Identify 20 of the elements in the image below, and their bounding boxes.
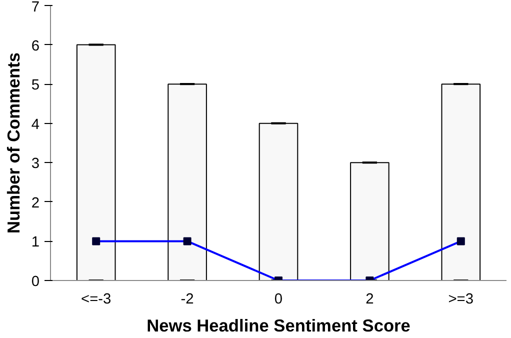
y-tick-label: 0 (31, 274, 40, 290)
bar (76, 44, 116, 280)
bar (350, 162, 390, 280)
y-tick-label: 4 (31, 116, 40, 133)
x-tick-label: <=-3 (81, 292, 112, 308)
x-axis-title: News Headline Sentiment Score (146, 316, 411, 336)
y-tick-label: 3 (31, 156, 40, 172)
bar (258, 122, 298, 280)
y-axis-title: Number of Comments (3, 52, 24, 234)
y-tick-label: 5 (31, 78, 40, 94)
y-tick-label: 2 (31, 195, 40, 212)
x-tick-label: -2 (180, 292, 194, 308)
y-tick-label: 7 (31, 0, 40, 16)
y-tick-label: 1 (31, 234, 40, 251)
bar (168, 84, 207, 280)
bar (441, 84, 481, 280)
x-tick-label: 0 (274, 292, 283, 308)
y-tick-label: 6 (31, 38, 40, 54)
x-tick-label: 2 (366, 292, 374, 308)
x-tick-label: >=3 (448, 292, 474, 308)
